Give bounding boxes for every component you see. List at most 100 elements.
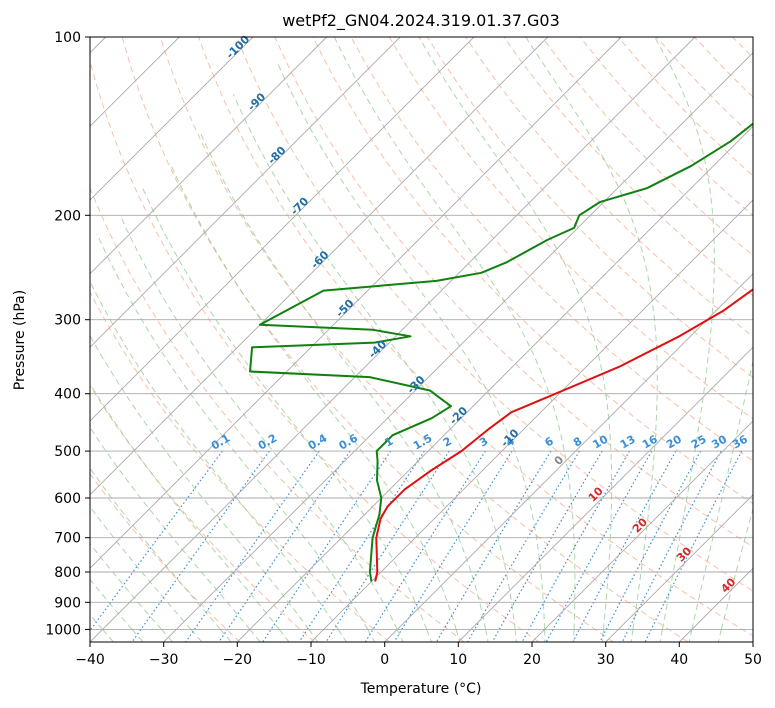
temperature-line [374,288,753,582]
moist-adiabat [654,37,715,630]
y-tick-label: 400 [54,387,81,403]
moist-adiabat [601,629,604,642]
y-tick-label: 300 [54,313,81,329]
isotherm [384,273,753,642]
x-tick-label: −40 [75,652,105,668]
dry-adiabat [159,37,689,642]
isotherm [90,37,328,275]
moist-adiabat [418,37,613,630]
moist-adiabat [90,467,221,630]
isotherm [90,37,549,496]
moist-adiabat [249,629,261,642]
moist-adiabat [308,629,319,642]
moist-adiabat [131,629,144,642]
x-tick-label: 20 [523,652,541,668]
isotherm [90,37,475,422]
moist-adiabat [630,629,634,642]
moist-adiabat [279,629,290,642]
isotherm [457,346,753,642]
dry-adiabat [236,37,753,592]
mixing-ratio-line [599,450,702,642]
moist-adiabat [142,187,428,630]
moist-adiabat [691,358,753,630]
y-tick-label: 600 [54,491,81,507]
moist-adiabat [102,629,115,642]
mixing-ratio-line [521,450,631,642]
isotherm [605,494,753,642]
dry-adiabat [388,37,753,420]
dry-adiabat [90,59,540,642]
moist-adiabat [276,61,546,630]
profiles [249,122,753,582]
mixing-ratio-line [545,450,653,642]
isotherm [90,37,401,348]
y-tick-label: 800 [54,565,81,581]
x-tick-label: −20 [223,652,253,668]
moist-adiabat [720,507,753,630]
moist-adiabat [90,280,339,630]
moist-adiabat [396,629,404,642]
moist-adiabat [90,426,251,630]
moist-adiabat [717,629,722,642]
dry-adiabat [90,384,316,642]
isotherm [90,37,254,201]
isotherm [236,125,753,642]
y-tick-label: 200 [54,208,81,224]
moist-adiabat [90,334,310,630]
grid-lines [90,37,753,642]
y-axis-label: Pressure (hPa) [12,290,28,390]
isotherm [90,37,622,569]
x-tick-label: 50 [744,652,762,668]
x-tick-label: 0 [380,652,389,668]
x-tick-label: −10 [296,652,326,668]
moist-adiabat [119,215,398,630]
dewpoint-line [249,122,753,582]
moist-adiabat [426,629,432,642]
axis-ticks: −40 −30 −20 −10 0 10 20 30 40 50 100 200 300 400 500 60… [45,30,762,668]
moist-adiabat [573,629,575,642]
moist-adiabat [199,132,487,630]
dry-adiabat [465,37,753,338]
y-tick-label: 1000 [45,622,81,638]
mixing-ratio-line [644,450,743,642]
dry-adiabat [90,186,465,642]
dry-adiabat [503,37,753,297]
moist-adiabat [485,629,489,642]
dry-adiabat [90,291,390,642]
isotherm [310,199,753,642]
mixing-ratio-line [621,450,722,642]
moist-adiabat [337,629,347,642]
moist-adiabat [90,505,192,630]
moist-adiabat [232,94,516,630]
x-tick-label: 10 [449,652,467,668]
isotherm [163,52,753,642]
mixing-ratio-line [298,450,425,642]
x-tick-label: 40 [670,652,688,668]
x-tick-label: 30 [597,652,615,668]
mixing-ratio-line [90,450,223,632]
y-tick-label: 500 [54,444,81,460]
dry-adiabat [426,37,753,378]
mixing-ratio-line [491,450,603,642]
mixing-ratio-line [262,450,392,642]
moist-adiabat [525,37,658,630]
chart-title: wetPf2_GN04.2024.319.01.37.G03 [282,11,560,31]
dry-adiabat [350,37,753,462]
dry-adiabat [312,37,753,505]
isotherm [531,420,753,642]
dry-adiabat [121,37,614,642]
y-tick-label: 900 [54,595,81,611]
moist-adiabat [220,629,232,642]
moist-adiabat [161,629,174,642]
x-tick-label: −30 [149,652,179,668]
moist-adiabat [688,629,693,642]
y-tick-label: 700 [54,531,81,547]
moist-adiabat [367,629,376,642]
mixing-ratio-line [572,450,677,642]
moist-adiabat [659,629,663,642]
plot-frame [89,36,754,643]
mixing-ratio-line [218,450,351,642]
dry-adiabat [90,472,241,642]
